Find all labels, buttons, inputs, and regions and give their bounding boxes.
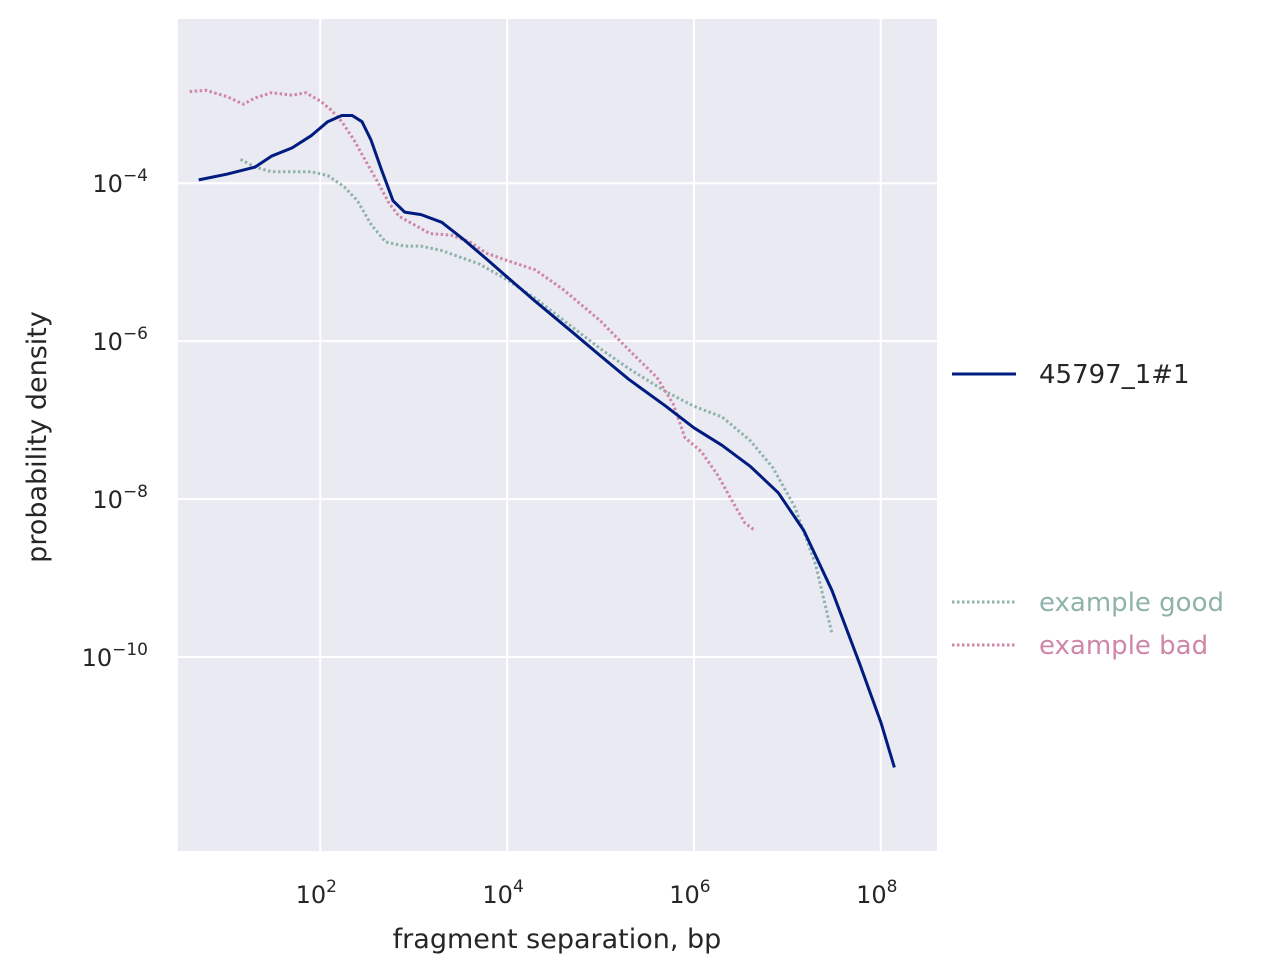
series-line-2 [189, 88, 756, 532]
x-tick-exponent: 8 [887, 877, 898, 897]
gridlines [178, 19, 937, 851]
x-tick-exponent: 4 [513, 877, 524, 897]
x-tick-base: 10 [482, 881, 513, 909]
y-tick-label: 10−6 [92, 324, 148, 356]
series-line-0 [198, 114, 896, 768]
y-tick-exponent: −10 [112, 640, 148, 660]
plot-background [178, 19, 937, 851]
y-tick-base: 10 [92, 170, 123, 198]
y-tick-base: 10 [92, 328, 123, 356]
y-tick-base: 10 [92, 486, 123, 514]
series-line-1 [239, 158, 834, 634]
x-tick-exponent: 6 [700, 877, 711, 897]
y-tick-exponent: −6 [123, 324, 148, 344]
y-tick-exponent: −4 [123, 166, 148, 186]
x-tick-label: 108 [856, 877, 897, 909]
y-tick-label: 10−4 [92, 166, 148, 198]
x-tick-label: 102 [296, 877, 337, 909]
x-tick-base: 10 [669, 881, 700, 909]
x-tick-exponent: 2 [326, 877, 337, 897]
series-lines [189, 88, 896, 768]
y-tick-label: 10−8 [92, 482, 148, 514]
y-tick-labels: 10−410−610−810−10 [82, 166, 148, 672]
legend-label: example bad [1039, 631, 1208, 661]
x-axis-title: fragment separation, bp [393, 924, 722, 955]
x-tick-base: 10 [296, 881, 327, 909]
legend-label: example good [1039, 588, 1224, 618]
legend-label: 45797_1#1 [1039, 360, 1190, 390]
y-tick-exponent: −8 [123, 482, 148, 502]
x-tick-label: 104 [482, 877, 523, 909]
y-tick-base: 10 [82, 644, 113, 672]
y-tick-label: 10−10 [82, 640, 148, 672]
x-tick-base: 10 [856, 881, 887, 909]
x-tick-label: 106 [669, 877, 710, 909]
x-tick-labels: 102 104 106 108 [296, 877, 898, 909]
y-axis-title: probability density [22, 311, 53, 563]
